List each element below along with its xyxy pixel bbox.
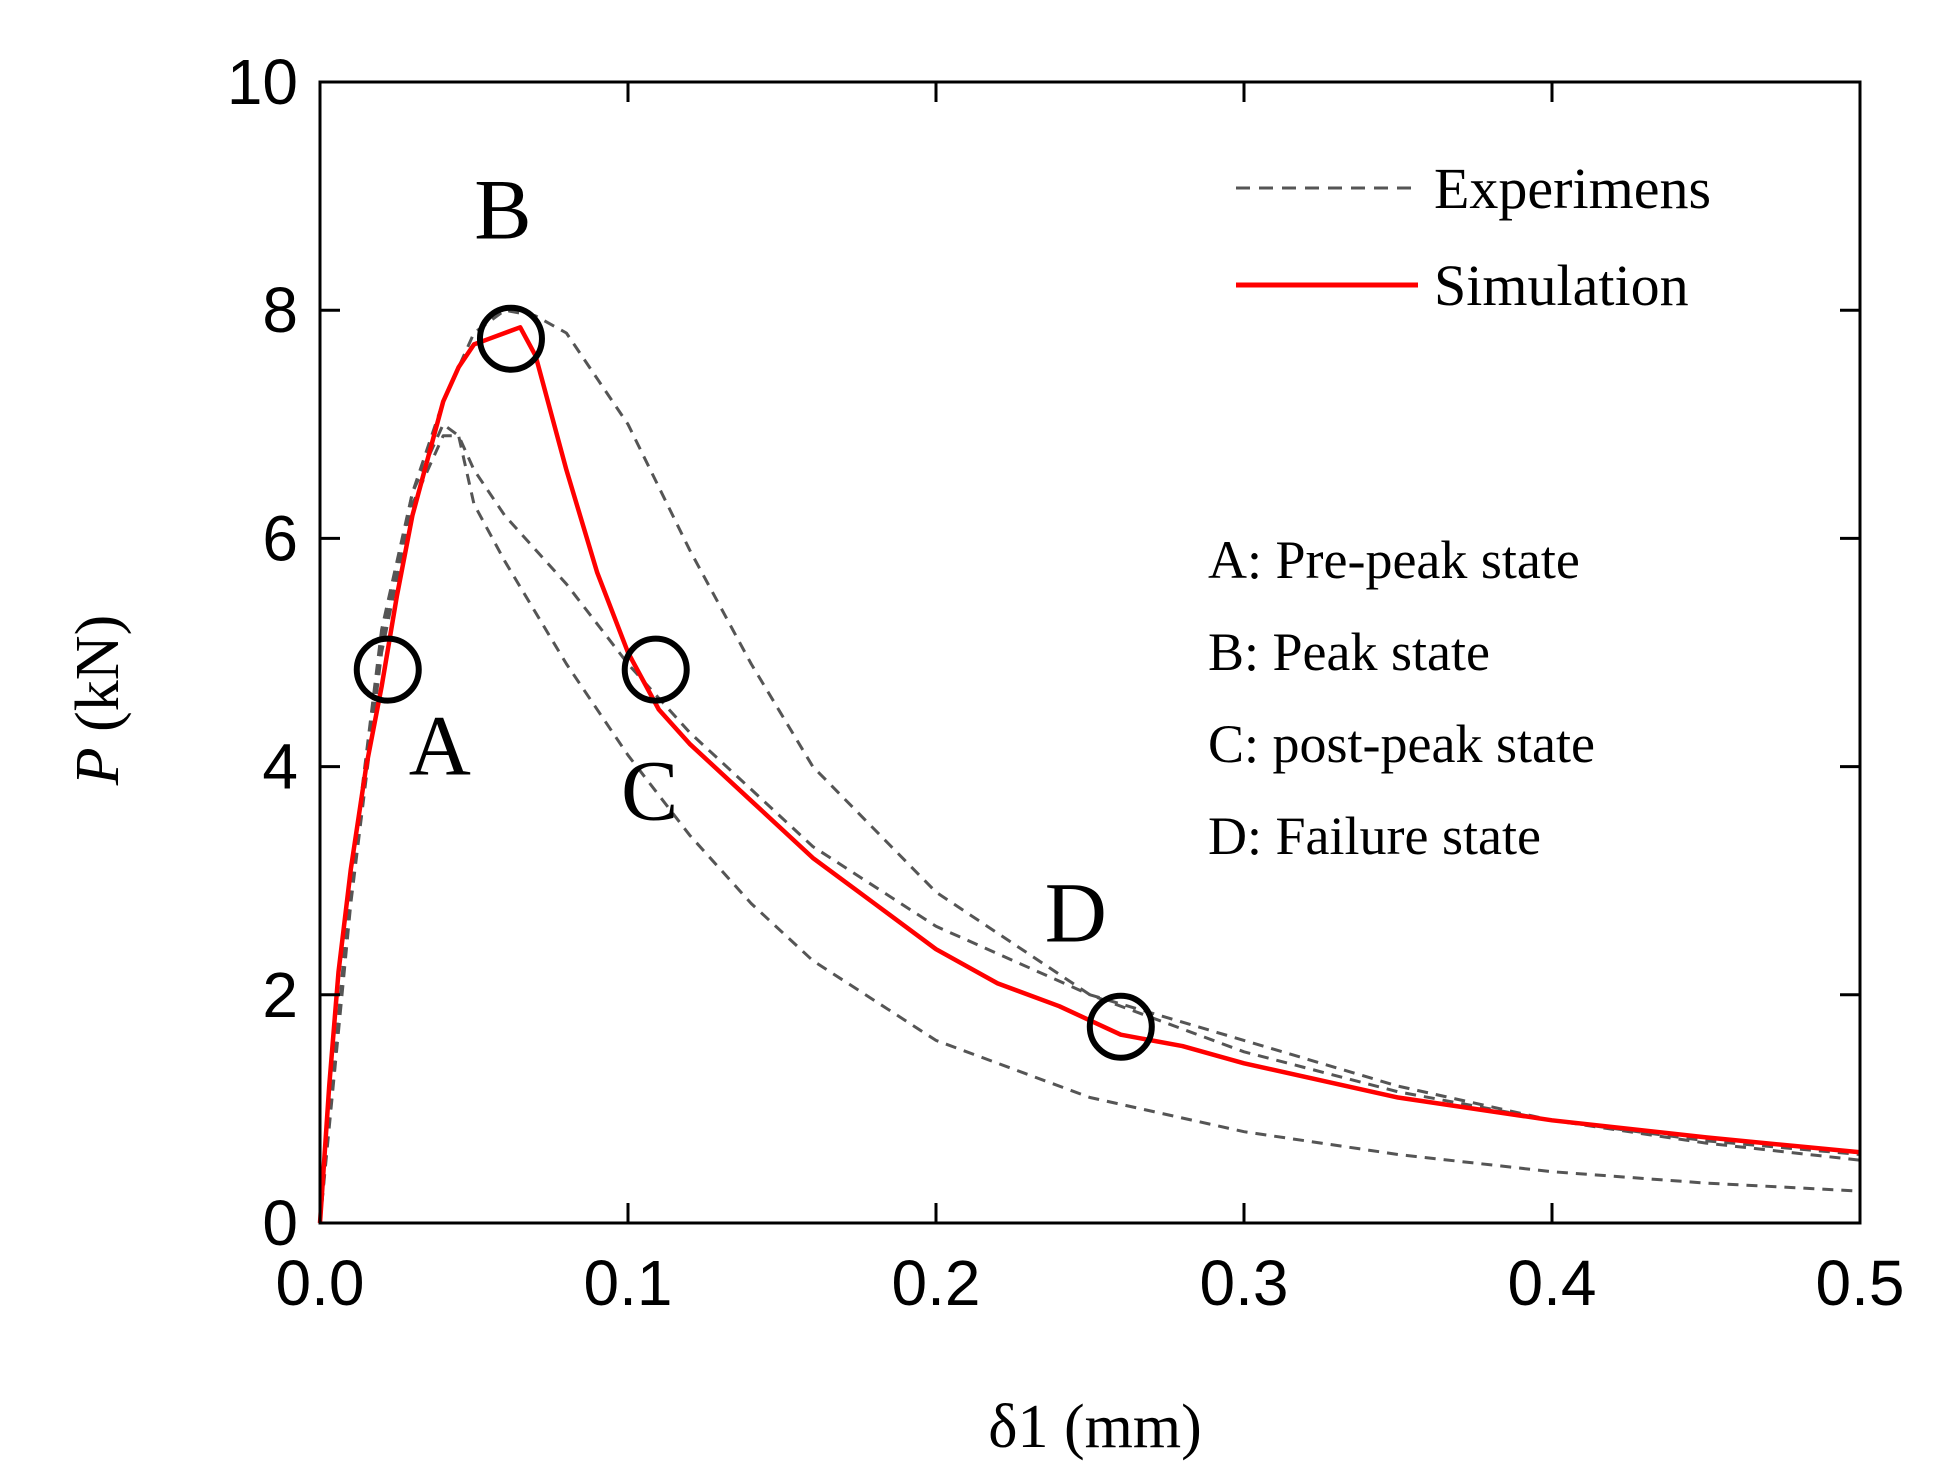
state-point-label-a: A: [409, 698, 471, 794]
y-tick-label-5: 10: [227, 46, 298, 118]
series-line-experimens-1: [318, 434, 1861, 1224]
series-line-simulation-3: [317, 325, 1861, 1224]
state-point-circle-d: [1086, 992, 1155, 1061]
state-point-circle-c: [621, 635, 690, 704]
series-line-experimens-0: [318, 422, 1861, 1224]
y-axis-title: P (kN): [64, 615, 132, 786]
state-point-label-b: B: [474, 162, 531, 258]
axes: 0.0 0.1 0.2 0.3 0.4 0.5 0 2 4 6 8 10: [227, 46, 1905, 1319]
series-line-experimens-2: [318, 308, 1861, 1224]
x-tick-label-1: 0.1: [584, 1247, 673, 1319]
y-tick-label-4: 8: [262, 274, 298, 346]
state-annotations: A: Pre-peak state B: Peak state C: post-…: [1208, 530, 1595, 866]
y-tick-label-2: 4: [262, 731, 298, 803]
state-annotation-b: B: Peak state: [1208, 622, 1490, 682]
state-point-circle-b: [476, 304, 545, 373]
x-tick-label-5: 0.5: [1816, 1247, 1905, 1319]
state-annotation-d: D: Failure state: [1208, 806, 1541, 866]
state-annotation-c: C: post-peak state: [1208, 714, 1595, 774]
x-tick-label-2: 0.2: [892, 1247, 981, 1319]
y-axis-title-rest: (kN): [64, 615, 132, 748]
state-point-label-c: C: [621, 743, 678, 839]
y-tick-label-0: 0: [262, 1187, 298, 1259]
x-tick-label-3: 0.3: [1200, 1247, 1289, 1319]
state-point-label-d: D: [1045, 865, 1107, 961]
x-tick-label-4: 0.4: [1508, 1247, 1597, 1319]
y-axis-title-italic: P: [64, 747, 132, 786]
plot-frame: [318, 80, 1862, 1225]
legend-label-experimens: Experimens: [1434, 156, 1711, 221]
plot-area: A B C D: [317, 162, 1861, 1224]
y-tick-label-3: 6: [262, 502, 298, 574]
state-annotation-a: A: Pre-peak state: [1208, 530, 1580, 590]
legend-label-simulation: Simulation: [1434, 253, 1689, 318]
legend: Experimens Simulation: [1236, 156, 1711, 318]
state-point-circle-a: [353, 635, 422, 704]
x-tick-label-0: 0.0: [276, 1247, 365, 1319]
x-axis-title: δ1 (mm): [988, 1393, 1201, 1461]
y-tick-label-1: 2: [262, 959, 298, 1031]
